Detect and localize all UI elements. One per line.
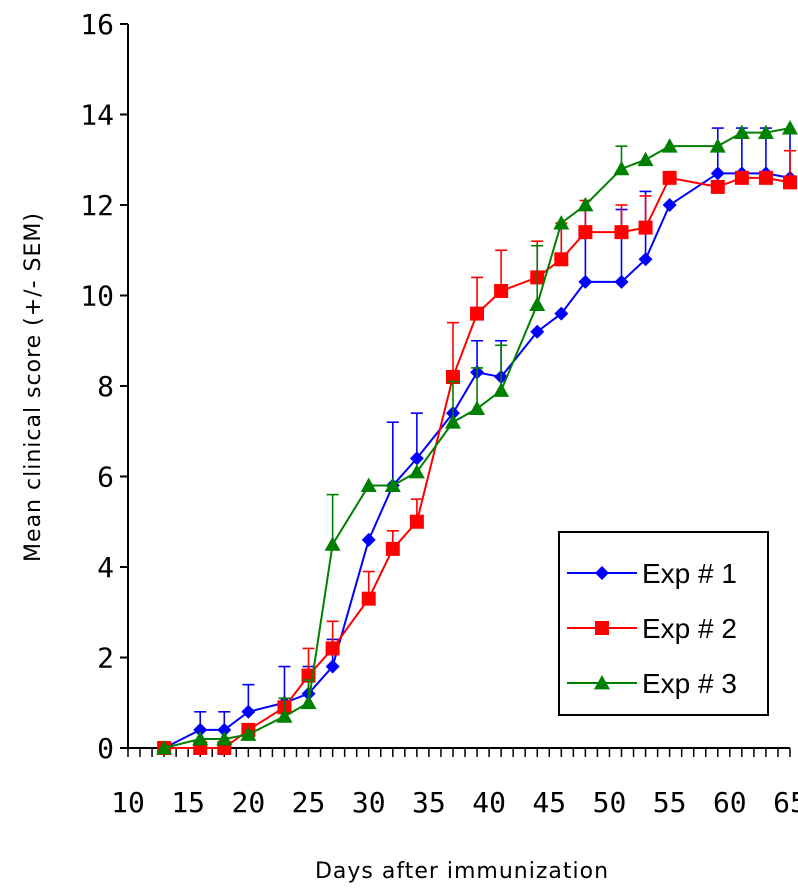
data-point	[444, 414, 461, 429]
data-point	[493, 382, 510, 397]
y-tick-label: 0	[97, 732, 114, 765]
data-point	[408, 463, 425, 479]
data-point	[758, 170, 773, 185]
x-tick-label: 45	[532, 786, 566, 819]
data-point	[757, 124, 774, 139]
data-point	[529, 296, 546, 311]
data-point	[409, 514, 424, 529]
data-point	[360, 477, 377, 492]
data-point	[156, 740, 173, 755]
data-point	[300, 694, 317, 710]
data-point	[733, 124, 750, 139]
y-tick-label: 10	[80, 280, 114, 313]
data-point	[325, 641, 340, 656]
data-point	[783, 175, 797, 190]
x-tick-label: 50	[593, 786, 627, 819]
x-tick-label: 20	[232, 786, 266, 819]
legend-marker	[594, 675, 610, 690]
data-point	[361, 532, 376, 547]
data-point	[709, 138, 726, 153]
data-point	[241, 704, 256, 719]
data-point	[216, 730, 233, 746]
series-2	[157, 149, 797, 755]
y-tick-label: 2	[97, 642, 114, 675]
legend-label: Exp # 3	[642, 668, 737, 699]
data-point	[577, 197, 594, 212]
data-point	[578, 225, 593, 240]
data-point	[276, 708, 293, 723]
plot-area: 0 2 4 6 8 10 12 14 16 10 15 20 25 30 35 40 45 50 55 60 65	[80, 8, 798, 819]
legend-marker	[595, 621, 609, 635]
y-axis-title: Mean clinical score (+/- SEM)	[21, 212, 46, 562]
data-point	[710, 179, 725, 194]
data-point	[638, 252, 653, 267]
y-tick-label: 14	[80, 99, 114, 132]
x-tick-label: 35	[412, 786, 446, 819]
data-point	[637, 151, 654, 167]
data-point	[662, 170, 677, 185]
x-tick-label: 40	[472, 786, 506, 819]
legend: Exp # 1 Exp # 2 Exp # 3	[558, 531, 769, 716]
x-tick-label: 30	[352, 786, 386, 819]
data-point	[661, 138, 678, 153]
data-point	[385, 541, 400, 556]
data-point	[324, 536, 341, 551]
data-point	[384, 477, 401, 492]
y-tick-label: 12	[80, 189, 114, 222]
data-point	[409, 451, 424, 466]
y-tick-label: 8	[97, 370, 114, 403]
data-point	[734, 170, 749, 185]
data-point	[638, 220, 653, 235]
x-tick-label: 60	[713, 786, 747, 819]
data-point	[553, 215, 570, 230]
data-point	[782, 120, 798, 135]
data-point	[554, 306, 569, 321]
y-tick-label: 4	[97, 551, 114, 584]
data-point	[193, 722, 208, 737]
series-3	[156, 120, 798, 755]
x-axis-title: Days after immunization	[315, 859, 609, 884]
x-tick-label: 10	[111, 786, 145, 819]
data-point	[470, 306, 485, 321]
x-tick-label: 15	[171, 786, 205, 819]
data-point	[217, 722, 232, 737]
y-tick-label: 16	[80, 8, 114, 41]
data-point	[614, 225, 629, 240]
legend-marker	[595, 566, 609, 580]
series-1	[157, 127, 797, 755]
data-point	[578, 274, 593, 289]
x-tick-label: 25	[292, 786, 326, 819]
data-point	[361, 591, 376, 606]
x-tick-label: 55	[653, 786, 687, 819]
data-point	[494, 283, 509, 298]
data-point	[710, 166, 725, 181]
data-point	[325, 659, 340, 674]
data-point	[469, 400, 486, 416]
data-point	[554, 252, 569, 267]
data-point	[240, 726, 257, 741]
data-point	[662, 198, 677, 212]
legend-label: Exp # 1	[642, 558, 737, 589]
legend-box	[558, 531, 769, 716]
data-point	[192, 730, 209, 746]
data-point	[613, 160, 630, 176]
y-tick-label: 6	[97, 461, 114, 494]
legend-label: Exp # 2	[642, 613, 737, 644]
data-point	[614, 274, 629, 289]
data-point	[530, 324, 545, 339]
data-point	[445, 369, 460, 384]
x-tick-label: 65	[773, 786, 798, 819]
